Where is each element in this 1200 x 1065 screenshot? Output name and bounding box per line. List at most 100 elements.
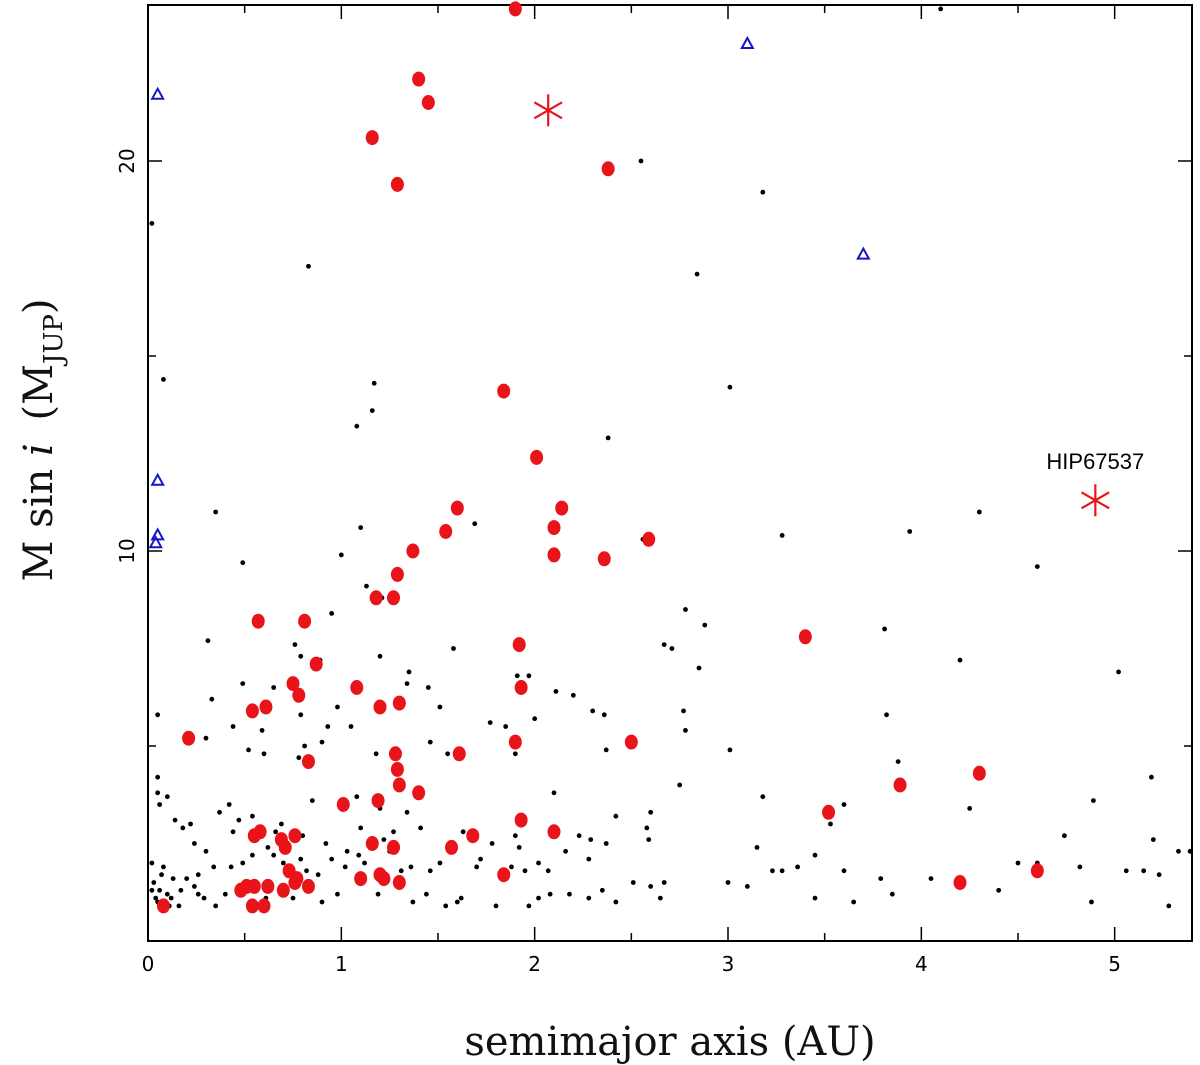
data-point-small: [354, 423, 360, 429]
data-point-small: [895, 759, 901, 764]
data-point-small: [230, 724, 236, 729]
data-point-small: [228, 864, 234, 870]
data-point-small: [460, 829, 466, 835]
data-point-large: [301, 878, 315, 894]
data-point-small: [1150, 837, 1156, 842]
data-point-large: [822, 804, 836, 820]
data-point-small: [427, 868, 433, 874]
data-point-large: [514, 680, 528, 695]
data-point-large: [371, 793, 385, 809]
data-point-small: [443, 903, 449, 909]
data-point-small: [907, 529, 913, 534]
data-point-large: [276, 882, 290, 898]
axis-tick-labels: 0 1 2 3 4 5 10 20: [115, 148, 1121, 976]
data-point-small: [172, 817, 178, 823]
data-point-small: [164, 794, 170, 800]
data-point-small: [425, 685, 431, 690]
data-point-small: [149, 860, 155, 866]
data-point-small: [195, 891, 201, 897]
data-point-small: [487, 720, 493, 725]
data-point-small: [1089, 899, 1094, 905]
y-tick-label: 20: [115, 148, 139, 173]
data-point-small: [358, 525, 364, 530]
data-point-large: [508, 1, 522, 17]
data-point-small: [151, 880, 157, 885]
data-point-small: [309, 798, 315, 803]
data-point-large: [377, 871, 391, 887]
data-point-small: [1123, 868, 1129, 874]
data-point-small: [236, 817, 242, 823]
x-tick-label: 5: [1108, 952, 1121, 976]
data-point-large: [390, 761, 404, 777]
data-point-small: [164, 891, 170, 897]
data-point-small: [157, 802, 163, 807]
data-point-small: [1149, 774, 1154, 780]
data-point-small: [702, 622, 708, 628]
data-point-small: [458, 895, 464, 901]
data-point-large: [278, 839, 292, 855]
data-point-small: [271, 685, 277, 690]
data-point-small: [325, 724, 331, 729]
data-point-small: [586, 895, 592, 901]
data-point-small: [265, 845, 271, 850]
data-point-small: [828, 821, 833, 827]
data-point-small: [161, 377, 166, 382]
data-point-small: [381, 837, 387, 842]
data-point-large: [392, 695, 406, 711]
data-point-small: [273, 829, 278, 835]
x-tick-label: 1: [335, 952, 348, 976]
data-point-small: [329, 856, 335, 862]
data-point-small: [878, 876, 884, 881]
data-point-small: [240, 860, 246, 866]
data-point-small: [290, 895, 296, 901]
data-point-large: [421, 95, 435, 110]
data-point-small: [603, 841, 609, 846]
data-point-large: [298, 613, 312, 629]
data-point-small: [553, 689, 559, 694]
data-point-small: [149, 887, 155, 893]
data-point-small: [812, 852, 818, 858]
data-point-large: [387, 590, 401, 606]
data-point-large: [624, 734, 638, 750]
data-point-small: [648, 809, 654, 815]
data-point-small: [694, 271, 700, 277]
data-point-triangle: [856, 246, 871, 260]
data-point-small: [377, 653, 383, 659]
data-point-large: [439, 524, 453, 539]
data-point-large: [547, 547, 561, 563]
data-point-large: [547, 824, 561, 840]
data-point-small: [588, 837, 594, 842]
data-point-small: [613, 813, 619, 819]
data-point-small: [1166, 903, 1172, 909]
data-point-small: [1077, 864, 1083, 870]
data-point-large: [288, 875, 302, 890]
data-point-small: [418, 825, 423, 831]
data-point-small: [195, 872, 201, 878]
annotations: HIP97233HIP67537: [1046, 449, 1144, 474]
data-point-small: [203, 848, 209, 854]
data-point-small: [509, 864, 514, 870]
data-point-small: [522, 868, 528, 874]
data-point-small: [296, 755, 302, 761]
data-point-small: [424, 891, 429, 897]
data-point-small: [217, 809, 222, 815]
data-point-small: [201, 895, 207, 901]
data-point-small: [669, 646, 675, 651]
data-point-small: [567, 891, 572, 897]
data-point-small: [437, 704, 443, 710]
data-point-small: [184, 876, 190, 881]
data-point-large: [182, 730, 196, 746]
data-point-small: [760, 189, 766, 195]
data-point-large: [972, 765, 986, 781]
data-point-small: [170, 876, 176, 881]
data-point-large: [387, 839, 401, 855]
data-point-large: [259, 699, 273, 715]
data-point-small: [605, 435, 611, 441]
data-point-small: [661, 880, 667, 885]
data-point-small: [683, 728, 688, 733]
data-point-large: [388, 746, 402, 762]
data-point-large: [309, 656, 323, 672]
data-point-small: [375, 891, 381, 897]
data-point-small: [168, 895, 174, 901]
